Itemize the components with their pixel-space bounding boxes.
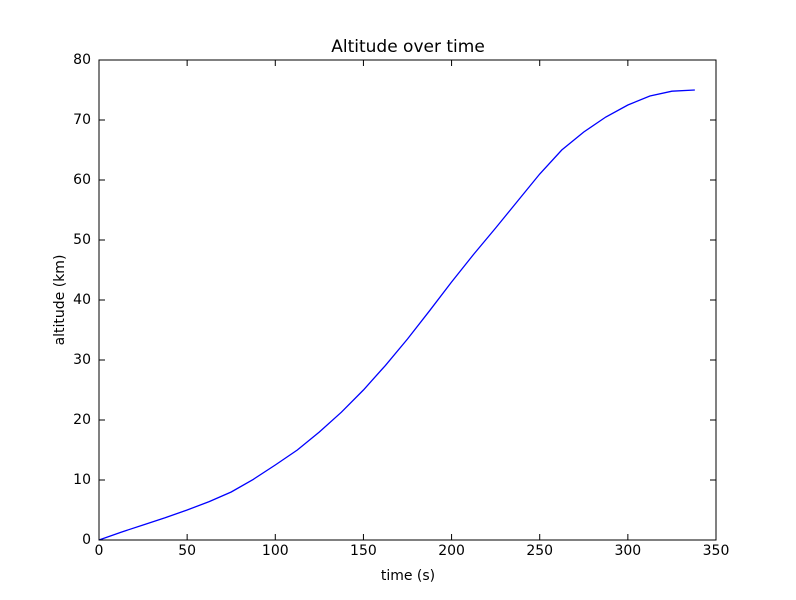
x-tick-label: 50: [178, 543, 196, 559]
x-tick-label: 300: [614, 543, 641, 559]
x-tick-label: 100: [262, 543, 289, 559]
y-tick-label: 60: [73, 172, 91, 188]
y-tick-label: 10: [73, 472, 91, 488]
x-tick-label: 350: [703, 543, 730, 559]
y-tick-label: 0: [82, 532, 91, 548]
x-tick-label: 200: [438, 543, 465, 559]
y-tick-label: 80: [73, 52, 91, 68]
x-tick-label: 250: [526, 543, 553, 559]
x-axis-label: time (s): [381, 568, 435, 584]
y-tick-label: 30: [73, 352, 91, 368]
x-tick-label: 0: [95, 543, 104, 559]
chart-title: Altitude over time: [331, 37, 485, 57]
line-series: [98, 89, 695, 541]
y-tick-label: 50: [73, 232, 91, 248]
y-tick-label: 70: [73, 112, 91, 128]
plot-frame: [98, 59, 717, 541]
x-tick-label: 150: [350, 543, 377, 559]
y-tick-label: 40: [73, 292, 91, 308]
y-tick-label: 20: [73, 412, 91, 428]
y-axis-label: altitude (km): [52, 255, 68, 346]
